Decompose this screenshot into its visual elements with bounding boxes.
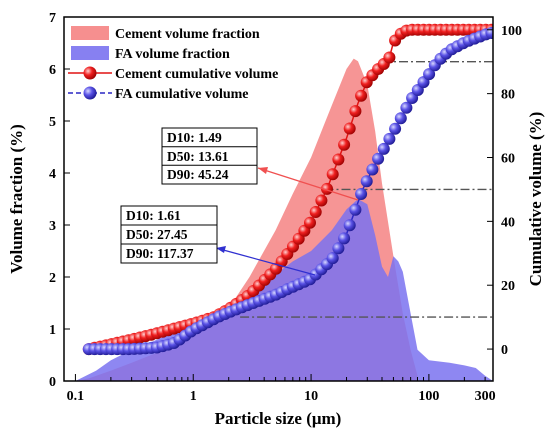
fa-cumulative-point [372, 152, 385, 165]
right-axis-title: Cumulative volume (%) [526, 112, 545, 287]
fa-annotation-arrow [215, 247, 316, 276]
cement-cumulative-point [349, 105, 362, 118]
cement-d-values-box: D10: 1.49 D50: 13.61 D90: 45.24 [161, 127, 258, 185]
x-tick-label: 10 [304, 389, 318, 404]
cement-annotation-arrowhead [258, 167, 268, 174]
x-tick-label: 100 [418, 389, 439, 404]
fa-cumulative-point [383, 132, 396, 145]
plot-area [75, 23, 493, 381]
cement-cumulative-point [304, 216, 316, 229]
left-tick-label: 7 [49, 11, 56, 26]
cement-cumulative-point [326, 168, 339, 181]
fa-cumulative-point [400, 101, 413, 114]
fa-d50-label: D50: 27.45 [126, 227, 188, 242]
cement-cumulative-point [309, 206, 322, 218]
fa-annotation-arrowhead [216, 246, 226, 253]
right-tick-label: 20 [501, 279, 515, 294]
cement-cumulative-point [355, 89, 368, 102]
fa-cumulative-point [349, 203, 362, 216]
left-tick-label: 1 [49, 323, 56, 338]
right-tick-label: 100 [501, 24, 522, 39]
fa-cumulative-point [377, 142, 390, 155]
legend-item-cement-volume-fraction: Cement volume fraction [71, 26, 260, 42]
fa-cumulative-point [326, 252, 339, 265]
left-axis-title: Volume fraction (%) [7, 124, 26, 274]
left-tick-label: 6 [49, 63, 56, 78]
left-tick-label: 5 [49, 115, 56, 130]
x-axis-title: Particle size (μm) [215, 409, 342, 428]
fa-cumulative-point [338, 232, 351, 245]
cement-cumulative-point [338, 138, 351, 151]
fa-cumulative-point [389, 122, 402, 135]
legend: Cement volume fraction FA volume fractio… [68, 26, 278, 102]
legend-item-fa-cumulative: FA cumulative volume [68, 86, 249, 102]
legend-item-fa-volume-fraction: FA volume fraction [71, 46, 230, 62]
cement-annotation-arrow [257, 167, 359, 201]
fa-cumulative-point [366, 163, 379, 176]
svg-text:Cement volume fraction: Cement volume fraction [115, 27, 260, 42]
left-tick-label: 0 [49, 375, 56, 390]
cement-d10-label: D10: 1.49 [167, 130, 222, 145]
x-axis-ticks: 0.1 1 10 100 300 [67, 374, 496, 404]
fa-cumulative-point [332, 242, 345, 255]
cement-cumulative-point [343, 122, 356, 135]
fa-d10-label: D10: 1.61 [126, 208, 181, 223]
fa-cumulative-point [343, 219, 356, 232]
plot-frame [63, 16, 494, 382]
fa-cumulative-point [423, 68, 436, 81]
fa-cumulative-point [360, 175, 373, 188]
fa-d-values-box: D10: 1.61 D50: 27.45 D90: 117.37 [120, 205, 218, 264]
annotations: D10: 1.49 D50: 13.61 D90: 45.24 D10: 1.6… [120, 127, 359, 276]
cement-cumulative-point [383, 51, 396, 64]
right-tick-label: 0 [501, 343, 508, 358]
x-tick-label: 1 [190, 389, 197, 404]
svg-text:FA volume fraction: FA volume fraction [115, 47, 230, 62]
right-tick-label: 60 [501, 151, 515, 166]
left-tick-label: 4 [49, 167, 56, 182]
svg-text:Cement cumulative volume: Cement cumulative volume [115, 67, 278, 82]
x-tick-label: 0.1 [67, 389, 85, 404]
cement-cumulative-point [332, 153, 345, 166]
cement-cumulative-point [321, 182, 333, 195]
cement-cumulative-point [315, 194, 328, 207]
cement-d50-label: D50: 13.61 [167, 149, 229, 164]
left-tick-label: 2 [49, 271, 56, 286]
fa-cumulative-point [394, 112, 407, 125]
svg-text:FA cumulative volume: FA cumulative volume [115, 87, 249, 102]
fa-cumulative-point [355, 188, 368, 200]
fa-cumulative-point [485, 27, 493, 39]
right-tick-label: 40 [501, 215, 515, 230]
legend-item-cement-cumulative: Cement cumulative volume [68, 66, 278, 82]
left-axis-ticks: 0 1 2 3 4 5 6 7 [49, 11, 70, 390]
x-tick-label: 300 [475, 389, 496, 404]
cumulative-curves [82, 23, 493, 356]
fa-d90-label: D90: 117.37 [126, 246, 194, 261]
left-tick-label: 3 [49, 219, 56, 234]
cement-d90-label: D90: 45.24 [167, 167, 229, 182]
right-tick-label: 80 [501, 88, 515, 103]
right-axis-ticks: 0 20 40 60 80 100 [487, 24, 522, 358]
